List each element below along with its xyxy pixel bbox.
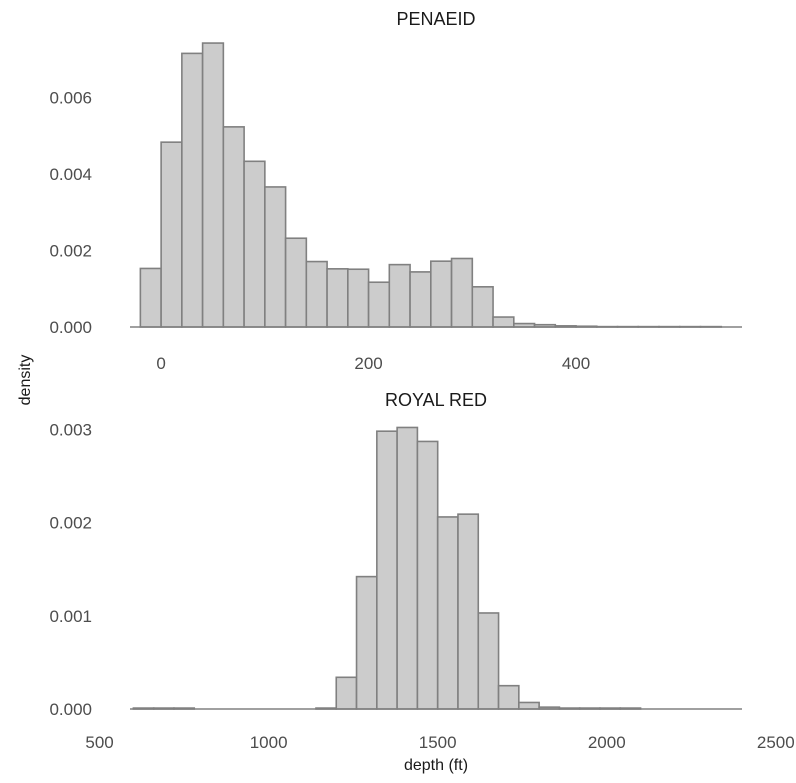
histogram-bar-penaeid-8 [306,262,327,327]
histogram-bar-royal-red-5 [357,577,377,709]
histogram-bar-royal-red-9 [438,517,458,709]
histogram-bar-royal-red-4 [336,677,356,709]
y-tick-labels-royal-red: 0.000 0.001 0.002 0.003 [49,420,92,719]
y-tick-label-royal-red: 0.003 [49,420,92,439]
x-tick-label-royal-red: 1000 [250,733,288,752]
histogram-bar-royal-red-10 [458,514,478,709]
y-tick-label-penaeid: 0.000 [49,318,92,337]
histogram-bar-royal-red-13 [519,702,539,709]
histogram-bar-penaeid-0 [140,268,161,327]
x-tick-label-penaeid: 400 [562,354,590,373]
histogram-bar-royal-red-12 [499,686,519,709]
histogram-bar-penaeid-13 [410,272,431,327]
histogram-bar-royal-red-11 [478,613,498,709]
y-tick-label-penaeid: 0.004 [49,165,92,184]
histogram-bar-royal-red-6 [377,431,397,709]
histogram-bar-penaeid-2 [182,53,203,327]
x-tick-labels-penaeid: 0 200 400 [156,354,590,373]
x-tick-label-penaeid: 0 [156,354,165,373]
histogram-bar-penaeid-9 [327,269,348,327]
x-tick-label-royal-red: 2000 [588,733,626,752]
panel-penaeid: PENAEID 0.000 0.002 0.004 0.006 0 200 400 [49,9,742,373]
x-tick-label-royal-red: 500 [85,733,113,752]
histogram-bar-penaeid-7 [286,238,307,327]
histogram-bar-penaeid-10 [348,269,369,327]
histogram-bar-penaeid-14 [431,261,452,327]
y-tick-label-penaeid: 0.006 [49,88,92,107]
y-axis-title: density [17,355,34,406]
histogram-bar-penaeid-6 [265,187,286,327]
panel-title-royal-red: ROYAL RED [385,390,487,410]
y-tick-label-royal-red: 0.000 [49,700,92,719]
bars-penaeid [140,43,721,327]
panel-title-penaeid: PENAEID [396,9,475,29]
histogram-bar-penaeid-17 [493,317,514,327]
y-tick-label-royal-red: 0.001 [49,607,92,626]
y-tick-labels-penaeid: 0.000 0.002 0.004 0.006 [49,88,92,337]
panel-royal-red: ROYAL RED 0.000 0.001 0.002 0.003 500 1000 15… [49,390,794,752]
x-tick-labels-royal-red: 500 1000 1500 2000 2500 [85,733,794,752]
bars-royal-red [133,427,640,709]
x-tick-label-royal-red: 1500 [419,733,457,752]
histogram-bar-penaeid-3 [203,43,224,327]
y-tick-label-royal-red: 0.002 [49,514,92,533]
y-tick-label-penaeid: 0.002 [49,241,92,260]
x-tick-label-royal-red: 2500 [757,733,795,752]
histogram-bar-penaeid-4 [223,127,244,327]
histogram-bar-royal-red-8 [417,441,437,709]
x-tick-label-penaeid: 200 [354,354,382,373]
histogram-bar-penaeid-11 [369,282,390,327]
histogram-bar-penaeid-5 [244,161,265,327]
histogram-bar-penaeid-15 [452,259,473,328]
histogram-bar-penaeid-16 [472,287,493,327]
histogram-bar-penaeid-12 [389,265,410,327]
histogram-bar-penaeid-1 [161,142,182,327]
histogram-bar-royal-red-7 [397,427,417,709]
x-axis-title: depth (ft) [404,757,468,774]
